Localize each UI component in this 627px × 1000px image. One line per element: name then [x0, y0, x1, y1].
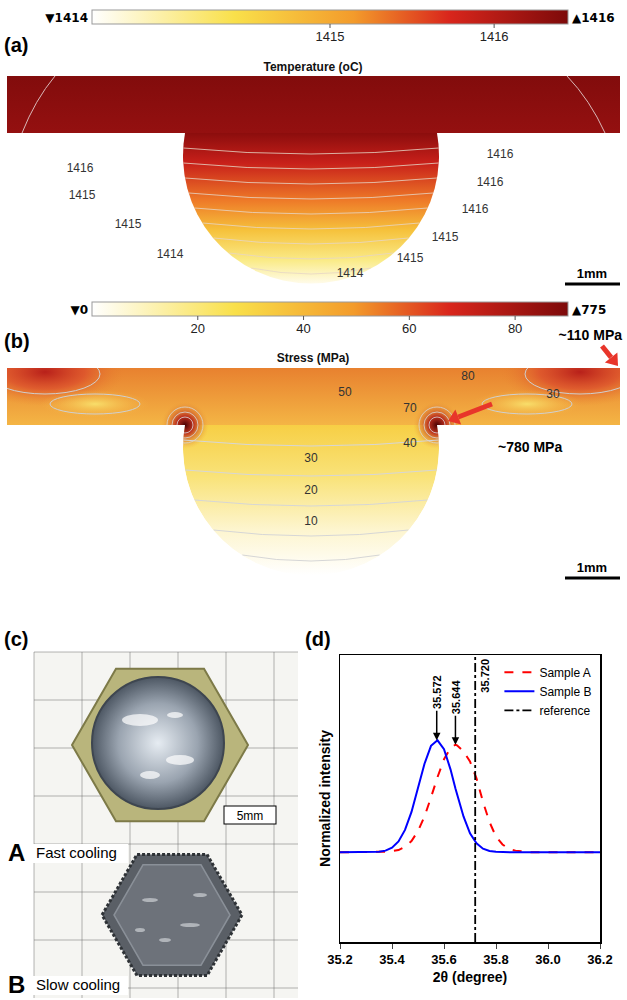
svg-text:▲775: ▲775 [572, 303, 606, 317]
svg-text:35.2: 35.2 [327, 952, 352, 967]
svg-text:▼1414: ▼1414 [45, 11, 88, 25]
svg-text:Temperature (oC): Temperature (oC) [263, 60, 362, 74]
svg-text:Sample A: Sample A [539, 666, 590, 680]
svg-text:1416: 1416 [487, 147, 514, 161]
svg-text:36.2: 36.2 [587, 952, 612, 967]
svg-text:35.8: 35.8 [483, 952, 508, 967]
svg-text:A: A [8, 839, 25, 866]
svg-text:35.720: 35.720 [479, 659, 491, 693]
svg-text:30: 30 [304, 451, 318, 465]
svg-text:1416: 1416 [67, 161, 94, 175]
svg-text:▲1416: ▲1416 [572, 11, 615, 25]
svg-text:reference: reference [539, 704, 590, 718]
svg-text:~110 MPa: ~110 MPa [559, 327, 623, 343]
svg-text:80: 80 [461, 369, 475, 383]
svg-text:Fast cooling: Fast cooling [36, 844, 117, 861]
svg-text:10: 10 [304, 514, 318, 528]
svg-text:1mm: 1mm [577, 560, 607, 575]
svg-text:1415: 1415 [316, 29, 345, 44]
svg-text:80: 80 [508, 321, 522, 336]
svg-text:▼0: ▼0 [70, 303, 88, 317]
svg-text:1416: 1416 [462, 202, 489, 216]
svg-text:36.0: 36.0 [535, 952, 560, 967]
svg-text:50: 50 [338, 385, 352, 399]
svg-text:1mm: 1mm [577, 266, 607, 281]
svg-text:(c): (c) [4, 628, 28, 650]
svg-text:1416: 1416 [477, 175, 504, 189]
svg-text:35.6: 35.6 [431, 952, 456, 967]
svg-text:20: 20 [304, 483, 318, 497]
svg-text:B: B [8, 971, 25, 998]
svg-text:40: 40 [403, 436, 417, 450]
svg-text:30: 30 [546, 387, 560, 401]
svg-text:1415: 1415 [69, 188, 96, 202]
svg-text:(d): (d) [305, 628, 331, 650]
svg-text:2θ (degree): 2θ (degree) [433, 969, 507, 985]
svg-text:Stress (MPa): Stress (MPa) [277, 351, 350, 365]
svg-text:35.644: 35.644 [450, 680, 462, 715]
svg-text:Normalized intensity: Normalized intensity [317, 730, 333, 867]
svg-text:1414: 1414 [337, 266, 364, 280]
svg-text:Sample B: Sample B [539, 685, 591, 699]
svg-text:5mm: 5mm [237, 809, 264, 823]
svg-text:~780 MPa: ~780 MPa [498, 439, 562, 455]
svg-text:Slow cooling: Slow cooling [36, 976, 120, 993]
svg-text:1415: 1415 [115, 217, 142, 231]
svg-text:20: 20 [191, 321, 205, 336]
svg-text:1414: 1414 [157, 247, 184, 261]
svg-text:60: 60 [402, 321, 416, 336]
svg-text:40: 40 [296, 321, 310, 336]
svg-text:35.572: 35.572 [431, 675, 443, 709]
svg-text:35.4: 35.4 [379, 952, 405, 967]
svg-text:(b): (b) [4, 330, 30, 352]
svg-text:(a): (a) [4, 34, 28, 56]
svg-text:1416: 1416 [480, 29, 509, 44]
svg-text:1415: 1415 [432, 230, 459, 244]
svg-text:70: 70 [403, 401, 417, 415]
svg-text:1415: 1415 [397, 251, 424, 265]
